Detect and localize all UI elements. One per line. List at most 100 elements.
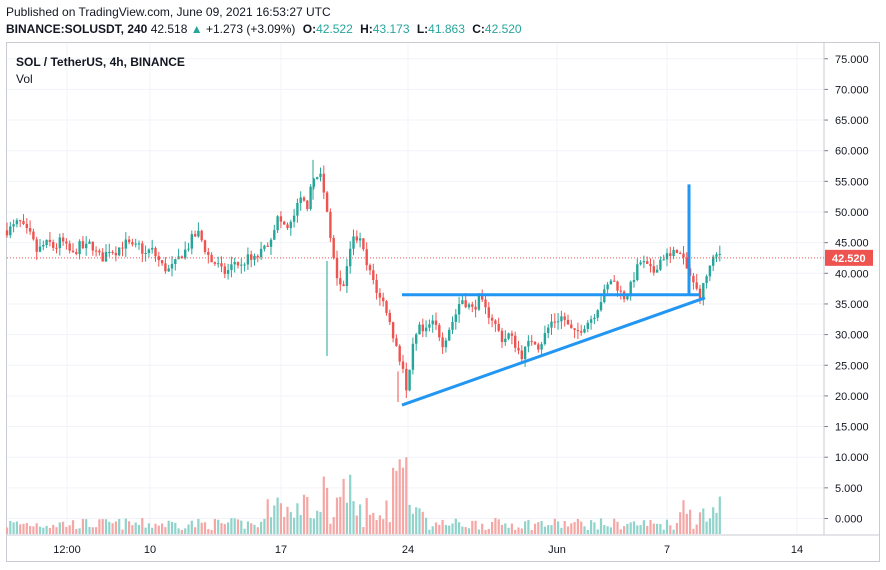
candle-body bbox=[613, 280, 616, 282]
candle-body bbox=[405, 368, 408, 391]
volume-bar bbox=[623, 526, 626, 534]
volume-bar bbox=[626, 523, 629, 534]
volume-bar bbox=[533, 523, 537, 534]
volume-bar bbox=[619, 529, 622, 534]
candle-body bbox=[646, 261, 649, 264]
candle-body bbox=[283, 221, 286, 225]
candle-body bbox=[61, 237, 65, 242]
volume-bar bbox=[669, 525, 672, 534]
candle-body bbox=[533, 341, 537, 345]
candle-body bbox=[632, 280, 636, 282]
volume-bar bbox=[553, 518, 556, 534]
candle-body bbox=[200, 230, 203, 241]
volume-bar bbox=[296, 503, 299, 534]
y-axis-label: 60.000 bbox=[835, 146, 869, 158]
volume-bar bbox=[609, 527, 612, 534]
candle-body bbox=[665, 253, 669, 260]
low-value: 41.863 bbox=[428, 22, 465, 36]
symbol-name[interactable]: BINANCE:SOLUSDT, 240 bbox=[6, 22, 148, 36]
candle-body bbox=[510, 333, 514, 336]
volume-bar bbox=[200, 522, 203, 534]
volume-bar bbox=[550, 525, 553, 534]
candle-body bbox=[276, 216, 279, 231]
candle-body bbox=[372, 270, 375, 280]
candle-body bbox=[401, 361, 405, 369]
candle-body bbox=[28, 228, 32, 232]
volume-bar bbox=[223, 524, 226, 534]
volume-bar bbox=[583, 526, 586, 534]
volume-bar bbox=[170, 521, 174, 534]
candle-body bbox=[718, 253, 721, 255]
candle-body bbox=[111, 251, 114, 253]
volume-bar bbox=[491, 521, 494, 534]
volume-bar bbox=[718, 496, 721, 534]
candle-body bbox=[474, 306, 477, 310]
candle-body bbox=[345, 266, 349, 286]
volume-bar bbox=[395, 470, 398, 534]
volume-bar bbox=[12, 522, 15, 534]
candle-body bbox=[45, 239, 48, 245]
candle-body bbox=[626, 296, 629, 300]
open-label: O: bbox=[302, 22, 317, 36]
volume-bar bbox=[359, 504, 362, 534]
volume-bar bbox=[372, 512, 375, 534]
candle-body bbox=[180, 256, 184, 259]
candle-body bbox=[679, 253, 682, 255]
y-axis-label: 5.000 bbox=[835, 483, 863, 495]
x-axis-label: Jun bbox=[548, 544, 566, 556]
candle-body bbox=[629, 281, 632, 297]
volume-bar bbox=[52, 524, 55, 534]
candle-body bbox=[263, 245, 266, 249]
candle-body bbox=[415, 334, 418, 344]
volume-bar bbox=[467, 528, 471, 534]
candle-body bbox=[530, 340, 533, 342]
candle-body bbox=[210, 254, 213, 263]
candle-body bbox=[477, 293, 481, 310]
candle-body bbox=[81, 241, 85, 249]
volume-bar bbox=[606, 526, 609, 534]
volume-bar bbox=[444, 524, 447, 534]
candle-body bbox=[580, 331, 583, 333]
volume-bar bbox=[685, 513, 688, 534]
volume-bar bbox=[194, 527, 197, 534]
candle-body bbox=[672, 250, 675, 256]
volume-bar bbox=[656, 523, 659, 534]
candle-body bbox=[306, 200, 309, 209]
volume-bar bbox=[438, 524, 441, 534]
volume-bar bbox=[662, 529, 665, 534]
volume-bar bbox=[599, 518, 603, 534]
candle-body bbox=[332, 237, 335, 258]
volume-bar bbox=[415, 507, 418, 534]
candle-body bbox=[160, 260, 164, 264]
volume-bar bbox=[283, 517, 286, 534]
candle-body bbox=[147, 249, 151, 253]
candle-body bbox=[184, 249, 187, 259]
candle-body bbox=[481, 293, 484, 300]
volume-bar bbox=[71, 520, 75, 534]
candle-body bbox=[71, 250, 75, 253]
volume-bar bbox=[230, 518, 233, 534]
volume-bar bbox=[507, 527, 510, 534]
candle-body bbox=[586, 322, 589, 329]
volume-bar bbox=[580, 521, 583, 534]
axes: 75.00070.00065.00060.00055.00050.00045.0… bbox=[7, 43, 880, 556]
volume-bar bbox=[547, 525, 550, 534]
volume-bar bbox=[702, 508, 705, 534]
x-axis-label: 7 bbox=[664, 544, 670, 556]
candle-body bbox=[104, 252, 108, 262]
volume-bar bbox=[382, 519, 385, 534]
candle-body bbox=[309, 186, 312, 209]
candle-body bbox=[118, 247, 121, 256]
chart-frame[interactable] bbox=[6, 42, 880, 562]
volume-bar bbox=[240, 520, 243, 534]
y-axis-label: 40.000 bbox=[835, 268, 869, 280]
candle-body bbox=[517, 347, 520, 351]
volume-bar bbox=[672, 529, 675, 534]
legend-vol: Vol bbox=[16, 72, 33, 86]
candle-body bbox=[98, 250, 101, 253]
candle-body bbox=[240, 264, 243, 266]
volume-bar bbox=[418, 508, 421, 534]
volume-bar bbox=[639, 525, 642, 534]
volume-bar bbox=[632, 521, 636, 534]
